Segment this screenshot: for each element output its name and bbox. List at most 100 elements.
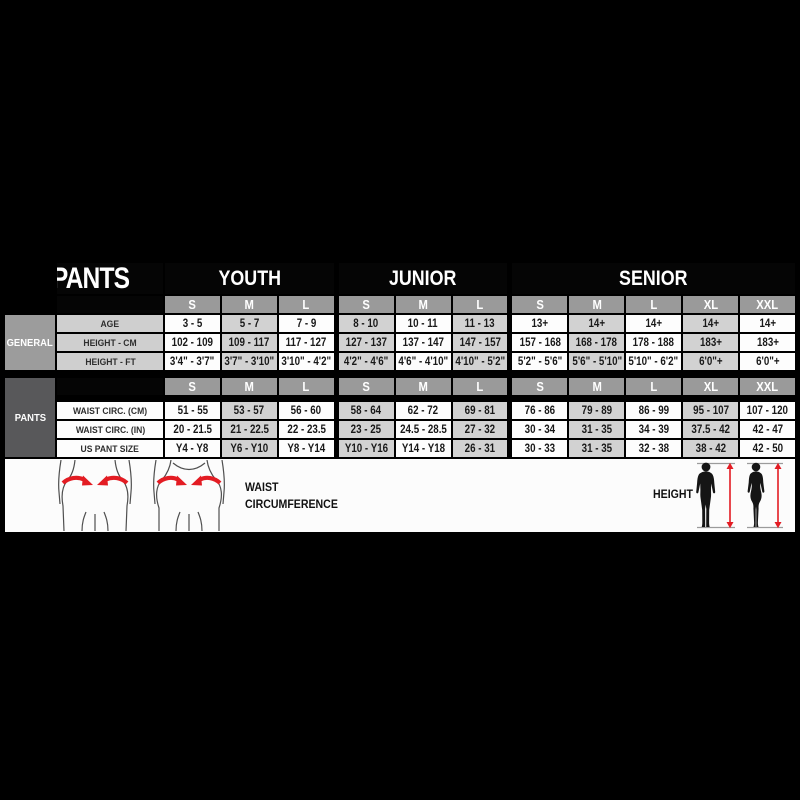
- size-chart: GENERAL PANTS PANTS YOUTH JUNIOR SENIOR: [5, 263, 795, 532]
- table-row-waist-cm: WAIST CIRC. (CM) 51 - 55 53 - 57 56 - 60…: [57, 402, 795, 419]
- data-cell: 62 - 72: [395, 402, 451, 419]
- data-cell: 14+: [569, 315, 625, 332]
- table-title: PANTS: [57, 263, 130, 294]
- data-cell: 3'7" - 3'10": [221, 353, 277, 370]
- data-cell: 56 - 60: [278, 402, 334, 419]
- data-cell: 5'6" - 5'10": [569, 353, 625, 370]
- size-header-cell: L: [626, 378, 682, 395]
- row-label-us-pant-size: US PANT SIZE: [57, 440, 163, 457]
- row-label-height-cm: HEIGHT - CM: [57, 334, 163, 351]
- data-cell: 3'4" - 3'7": [165, 353, 220, 370]
- data-cell: 38 - 42: [683, 440, 739, 457]
- data-cell: Y8 - Y14: [278, 440, 334, 457]
- section-divider: [57, 372, 795, 376]
- data-cell: 183+: [683, 334, 739, 351]
- data-cell: 3'10" - 4'2": [278, 353, 334, 370]
- data-cell: 6'0"+: [683, 353, 739, 370]
- data-cell: 27 - 32: [452, 421, 508, 438]
- spacer-cell: [57, 296, 163, 313]
- group-header-youth: YOUTH: [165, 263, 334, 294]
- section-divider: [57, 397, 795, 400]
- row-label-waist-in: WAIST CIRC. (IN): [57, 421, 163, 438]
- data-cell: 42 - 50: [740, 440, 795, 457]
- size-header-cell: S: [338, 378, 394, 395]
- size-header-cell: S: [165, 296, 220, 313]
- table-row-height-ft: HEIGHT - FT 3'4" - 3'7" 3'7" - 3'10" 3'1…: [57, 353, 795, 370]
- table-row-waist-in: WAIST CIRC. (IN) 20 - 21.5 21 - 22.5 22 …: [57, 421, 795, 438]
- table-row-age: AGE 3 - 5 5 - 7 7 - 9 8 - 10 10 - 11 11 …: [57, 315, 795, 332]
- data-cell: 127 - 137: [338, 334, 394, 351]
- data-cell: 117 - 127: [278, 334, 334, 351]
- size-header-cell: L: [626, 296, 682, 313]
- data-cell: 8 - 10: [338, 315, 394, 332]
- row-label-height-ft: HEIGHT - FT: [57, 353, 163, 370]
- row-label-age: AGE: [57, 315, 163, 332]
- data-cell: Y6 - Y10: [221, 440, 277, 457]
- data-cell: 58 - 64: [338, 402, 394, 419]
- table-row-us-pant-size: US PANT SIZE Y4 - Y8 Y6 - Y10 Y8 - Y14 Y…: [57, 440, 795, 457]
- data-cell: Y14 - Y18: [395, 440, 451, 457]
- waist-measure-figure-female-illustration: [153, 460, 225, 531]
- data-cell: 10 - 11: [395, 315, 451, 332]
- data-cell: 4'10" - 5'2": [452, 353, 508, 370]
- height-label: HEIGHT: [653, 489, 693, 501]
- data-cell: 102 - 109: [165, 334, 220, 351]
- data-cell: 31 - 35: [569, 421, 625, 438]
- waist-circumference-label: WAIST CIRCUMFERENCE: [245, 482, 338, 512]
- data-cell: 79 - 89: [569, 402, 625, 419]
- data-cell: 168 - 178: [569, 334, 625, 351]
- row-group-label: GENERAL: [6, 336, 54, 349]
- size-header-cell: XXL: [740, 378, 795, 395]
- table-title-cell: PANTS: [57, 263, 163, 294]
- data-cell: 107 - 120: [740, 402, 795, 419]
- data-cell: 14+: [740, 315, 795, 332]
- data-cell: 13+: [512, 315, 568, 332]
- row-label-waist-cm: WAIST CIRC. (CM): [57, 402, 163, 419]
- data-cell: 7 - 9: [278, 315, 334, 332]
- data-cell: 37.5 - 42: [683, 421, 739, 438]
- size-header-cell: L: [452, 378, 508, 395]
- group-header-senior: SENIOR: [512, 263, 795, 294]
- data-cell: 183+: [740, 334, 795, 351]
- size-header-cell: M: [569, 378, 625, 395]
- data-cell: 4'6" - 4'10": [395, 353, 451, 370]
- row-group-pants: PANTS: [5, 378, 55, 457]
- data-cell: 42 - 47: [740, 421, 795, 438]
- size-header-cell: S: [165, 378, 220, 395]
- size-header-cell: XL: [683, 296, 739, 313]
- height-measure-male-silhouette: [696, 462, 735, 529]
- size-header-cell: M: [395, 296, 451, 313]
- data-cell: 11 - 13: [452, 315, 508, 332]
- data-cell: 69 - 81: [452, 402, 508, 419]
- data-cell: 53 - 57: [221, 402, 277, 419]
- data-cell: 23 - 25: [338, 421, 394, 438]
- size-header-row: S M L S M L S M L XL XXL: [57, 296, 795, 313]
- data-cell: 22 - 23.5: [278, 421, 334, 438]
- data-cell: 86 - 99: [626, 402, 682, 419]
- size-header-cell: S: [512, 296, 568, 313]
- height-measure-female-silhouette: [747, 462, 783, 529]
- measurement-legend: WAIST CIRCUMFERENCE HEIGHT: [5, 459, 795, 532]
- data-cell: 32 - 38: [626, 440, 682, 457]
- waist-measure-figure-male-illustration: [58, 460, 132, 531]
- data-cell: 21 - 22.5: [221, 421, 277, 438]
- data-cell: 157 - 168: [512, 334, 568, 351]
- data-cell: 178 - 188: [626, 334, 682, 351]
- spacer-cell: [57, 378, 163, 395]
- size-header-cell: S: [338, 296, 394, 313]
- size-header-cell: M: [395, 378, 451, 395]
- row-group-label: PANTS: [14, 411, 46, 424]
- data-cell: 5'2" - 5'6": [512, 353, 568, 370]
- table-row-height-cm: HEIGHT - CM 102 - 109 109 - 117 117 - 12…: [57, 334, 795, 351]
- data-cell: 5'10" - 6'2": [626, 353, 682, 370]
- data-cell: 137 - 147: [395, 334, 451, 351]
- data-cell: 51 - 55: [165, 402, 220, 419]
- pants-size-table: GENERAL PANTS PANTS YOUTH JUNIOR SENIOR: [5, 263, 795, 457]
- size-header-row: S M L S M L S M L XL XXL: [57, 378, 795, 395]
- data-cell: 30 - 33: [512, 440, 568, 457]
- size-header-cell: S: [512, 378, 568, 395]
- data-cell: 31 - 35: [569, 440, 625, 457]
- data-cell: Y4 - Y8: [165, 440, 220, 457]
- size-header-cell: XXL: [740, 296, 795, 313]
